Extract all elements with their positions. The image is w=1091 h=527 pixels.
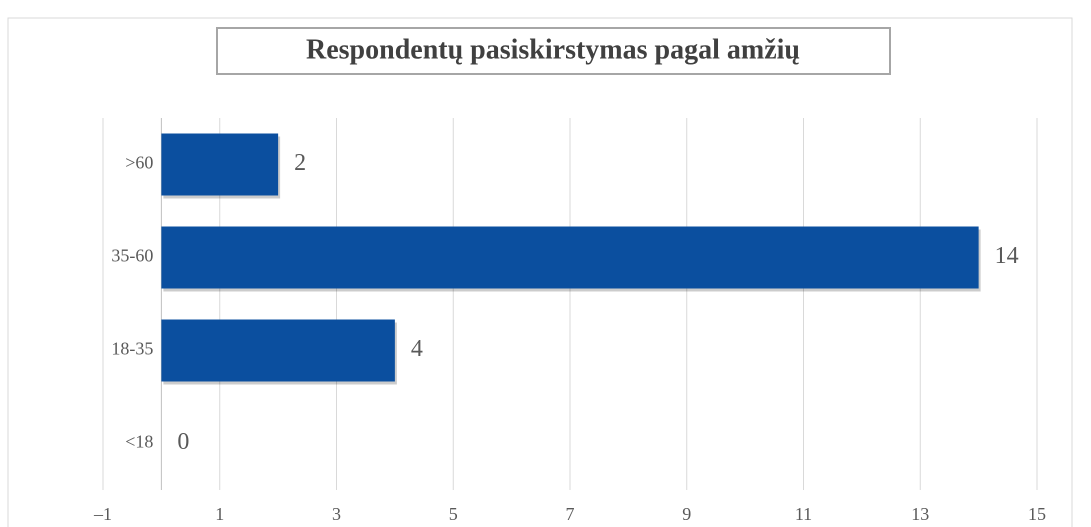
chart-title: Respondentų pasiskirstymas pagal amžių bbox=[306, 34, 800, 65]
y-tick-label: 35-60 bbox=[111, 246, 153, 266]
data-label: 14 bbox=[995, 243, 1019, 269]
bar bbox=[161, 319, 395, 382]
y-tick-label: >60 bbox=[125, 153, 153, 173]
data-label: 2 bbox=[294, 150, 306, 176]
y-tick-label: <18 bbox=[125, 432, 153, 452]
x-tick-label: 5 bbox=[449, 504, 458, 524]
x-tick-label: –1 bbox=[93, 504, 112, 524]
x-tick-label: 9 bbox=[682, 504, 691, 524]
y-tick-label: 18-35 bbox=[111, 339, 153, 359]
x-tick-label: 11 bbox=[795, 504, 812, 524]
x-tick-label: 7 bbox=[566, 504, 575, 524]
bar bbox=[161, 226, 979, 289]
x-tick-label: 3 bbox=[332, 504, 341, 524]
x-tick-label: 1 bbox=[215, 504, 224, 524]
bar bbox=[161, 133, 279, 196]
data-label: 4 bbox=[411, 336, 423, 362]
title-box bbox=[216, 27, 891, 75]
data-label: 0 bbox=[177, 429, 189, 455]
x-tick-label: 15 bbox=[1028, 504, 1046, 524]
x-tick-label: 13 bbox=[911, 504, 929, 524]
